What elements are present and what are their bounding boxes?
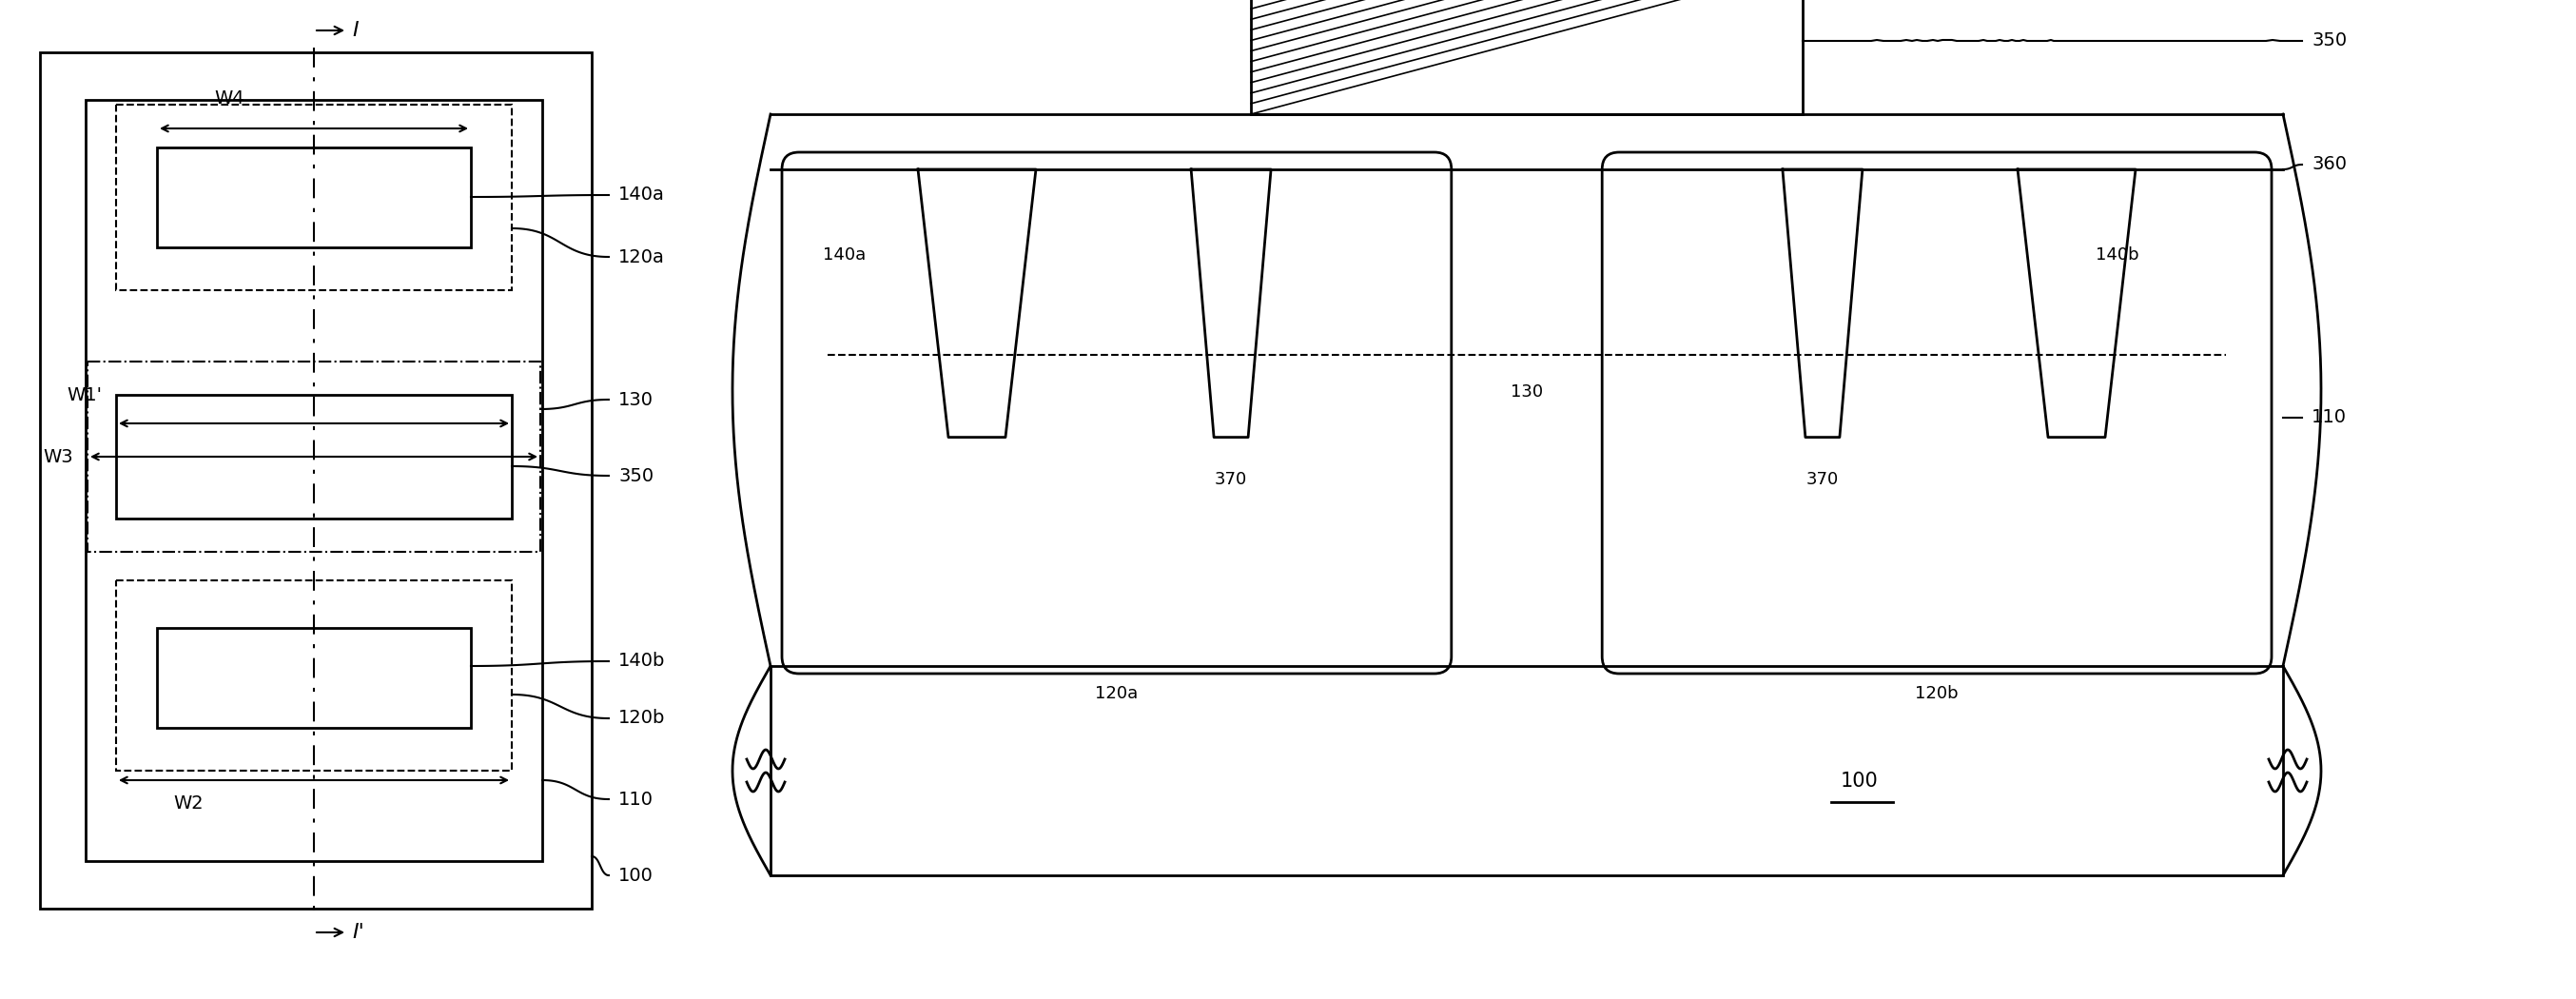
Bar bbox=[770, 666, 2282, 875]
Text: 350: 350 bbox=[2311, 31, 2347, 50]
Bar bbox=[116, 580, 513, 770]
Text: 130: 130 bbox=[618, 391, 654, 409]
Text: W4: W4 bbox=[214, 90, 245, 108]
Text: 110: 110 bbox=[618, 790, 654, 808]
Bar bbox=[116, 105, 513, 290]
Bar bbox=[85, 100, 541, 861]
Text: I: I bbox=[353, 21, 358, 40]
Text: 100: 100 bbox=[1842, 771, 1878, 790]
Text: 370: 370 bbox=[1216, 471, 1247, 488]
Text: 140b: 140b bbox=[618, 652, 665, 670]
Text: 350: 350 bbox=[618, 467, 654, 485]
Bar bbox=[116, 395, 513, 518]
Text: 140a: 140a bbox=[822, 247, 866, 264]
Text: 100: 100 bbox=[618, 866, 654, 884]
Bar bbox=[88, 362, 541, 551]
Text: 120b: 120b bbox=[618, 709, 665, 727]
Text: 140a: 140a bbox=[618, 186, 665, 204]
Text: W1': W1' bbox=[67, 387, 103, 405]
Bar bbox=[157, 628, 471, 728]
Text: I': I' bbox=[353, 923, 363, 942]
Bar bbox=[157, 148, 471, 248]
Text: 120b: 120b bbox=[1914, 685, 1958, 702]
Bar bbox=[41, 52, 592, 909]
Text: 120a: 120a bbox=[1095, 685, 1139, 702]
Text: 120a: 120a bbox=[618, 248, 665, 266]
Text: 360: 360 bbox=[2311, 156, 2347, 174]
Text: 110: 110 bbox=[2311, 409, 2347, 427]
Text: 140b: 140b bbox=[2097, 247, 2138, 264]
Text: 370: 370 bbox=[1806, 471, 1839, 488]
Bar bbox=[1252, 0, 1803, 114]
Text: W2: W2 bbox=[173, 794, 204, 812]
Text: W3: W3 bbox=[44, 448, 72, 466]
Text: 130: 130 bbox=[1510, 383, 1543, 401]
